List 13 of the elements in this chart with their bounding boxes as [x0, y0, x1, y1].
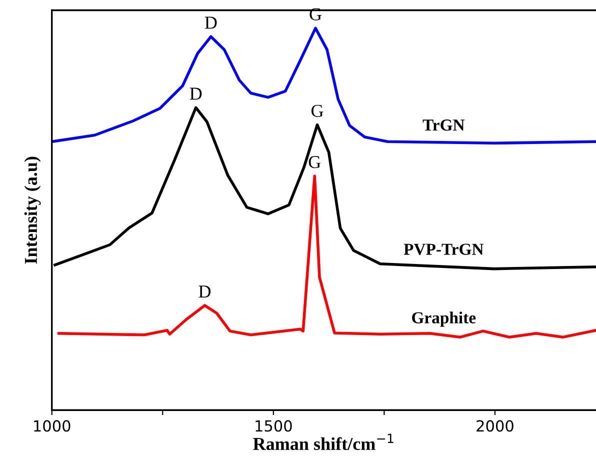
annotation: D [204, 16, 217, 29]
x-axis-title: Raman shift/cm$^{−1}$ [253, 434, 394, 450]
series-label: PVP-TrGN [404, 244, 484, 255]
x-tick-label: 1000 [34, 420, 70, 432]
annotation: D [190, 88, 202, 100]
x-tick-label: 1500 [256, 420, 292, 432]
annotation: D [198, 286, 211, 298]
annotation: G [308, 156, 321, 168]
y-axis-title: Intensity (a.u) [24, 156, 41, 264]
x-tick-label: 2000 [476, 420, 514, 432]
series-label: TrGN [422, 120, 465, 131]
annotation: G [312, 104, 324, 117]
series-label: Graphite [412, 312, 476, 327]
